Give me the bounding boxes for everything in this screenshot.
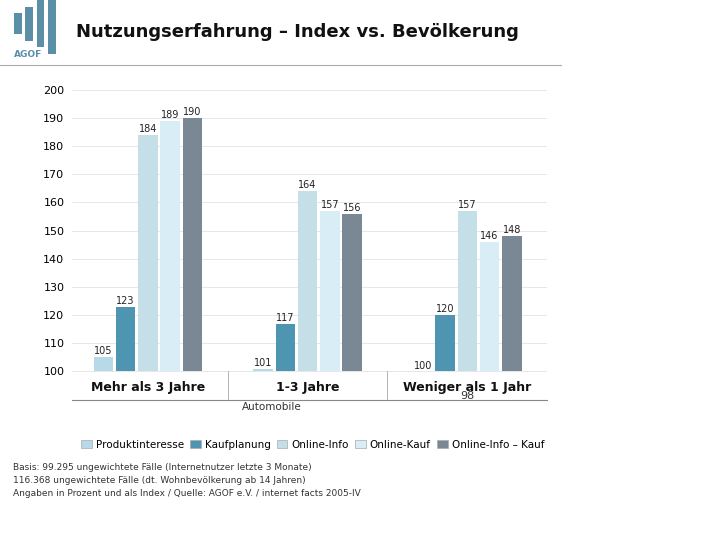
Bar: [116, 307, 135, 372]
Text: Weniger als 1 Jahr: Weniger als 1 Jahr: [403, 381, 531, 394]
Bar: [298, 191, 318, 372]
Bar: [436, 315, 455, 372]
Text: 105: 105: [94, 347, 112, 356]
Bar: [276, 323, 295, 372]
Bar: [138, 135, 158, 372]
Text: 123: 123: [117, 296, 135, 306]
Legend: Produktinteresse, Kaufplanung, Online-Info, Online-Kauf, Online-Info – Kauf: Produktinteresse, Kaufplanung, Online-In…: [77, 435, 549, 454]
Text: 157: 157: [320, 200, 339, 210]
Text: Basis: 99.295 ungewichtete Fälle (Internetnutzer letzte 3 Monate)
116.368 ungewi: Basis: 99.295 ungewichtete Fälle (Intern…: [13, 463, 361, 498]
Text: 101: 101: [254, 358, 272, 368]
Text: 157: 157: [458, 200, 477, 210]
Bar: [14, 14, 22, 33]
Text: Nutzungserfahrung – Index vs. Bevölkerung: Nutzungserfahrung – Index vs. Bevölkerun…: [76, 23, 518, 42]
Bar: [457, 211, 477, 372]
Text: 148: 148: [503, 225, 521, 235]
Bar: [342, 214, 362, 372]
Text: 164: 164: [298, 180, 317, 190]
Bar: [320, 211, 340, 372]
Bar: [37, 0, 45, 47]
Bar: [253, 369, 273, 372]
Text: 117: 117: [276, 313, 294, 323]
Text: AGOF: AGOF: [14, 50, 42, 59]
Text: 146: 146: [480, 231, 499, 241]
Bar: [502, 236, 521, 372]
Text: 98: 98: [460, 391, 474, 401]
Text: 1-3 Jahre: 1-3 Jahre: [276, 381, 339, 394]
Bar: [183, 118, 202, 372]
Text: 189: 189: [161, 110, 179, 120]
Bar: [161, 120, 180, 372]
Text: Automobile: Automobile: [242, 402, 302, 413]
Text: 184: 184: [139, 124, 157, 134]
Text: Mehr als 3 Jahre: Mehr als 3 Jahre: [91, 381, 205, 394]
Text: 190: 190: [183, 107, 202, 117]
Bar: [480, 242, 500, 372]
Text: 120: 120: [436, 304, 454, 314]
Bar: [25, 6, 33, 40]
Bar: [94, 357, 113, 372]
Text: 41: 41: [690, 503, 711, 518]
Text: 100: 100: [414, 361, 432, 370]
Text: 156: 156: [343, 203, 361, 213]
Bar: [48, 0, 55, 54]
